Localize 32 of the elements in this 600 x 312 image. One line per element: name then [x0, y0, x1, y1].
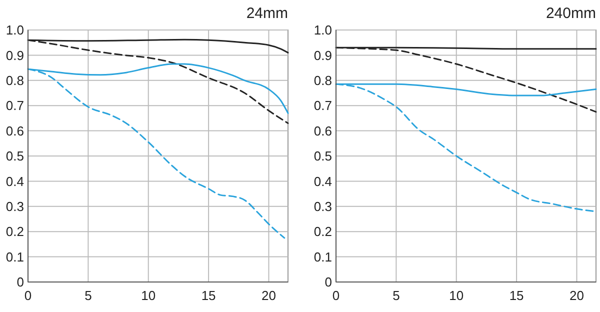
y-tick-label: 0.2	[314, 224, 332, 240]
y-tick-label: 0.1	[314, 249, 332, 264]
y-tick-label: 0.6	[6, 123, 24, 138]
y-tick-label: 0.1	[6, 249, 24, 264]
y-tick-label: 1.0	[6, 22, 24, 38]
x-tick-label: 5	[84, 288, 92, 303]
x-tick-label: 15	[201, 288, 216, 303]
y-tick-label: 0.7	[6, 98, 24, 114]
y-tick-label: 0.4	[314, 174, 332, 189]
y-tick-label: 1.0	[314, 22, 332, 38]
x-tick-label: 10	[449, 288, 464, 303]
y-tick-label: 0.7	[314, 98, 332, 114]
x-tick-label: 20	[262, 288, 276, 303]
y-tick-label: 0	[16, 274, 24, 290]
chart-title: 240mm	[546, 5, 596, 22]
x-tick-label: 5	[392, 288, 400, 303]
chart-title: 24mm	[246, 5, 288, 22]
y-tick-label: 0.3	[314, 198, 332, 214]
y-tick-label: 0.9	[314, 48, 332, 63]
y-tick-label: 0.3	[6, 198, 24, 214]
y-tick-label: 0	[324, 274, 332, 290]
y-tick-label: 0.6	[314, 123, 332, 138]
x-tick-label: 10	[141, 288, 156, 303]
y-tick-label: 0.5	[314, 148, 332, 164]
y-tick-label: 0.9	[6, 48, 24, 63]
y-tick-label: 0.5	[6, 148, 24, 164]
y-tick-label: 0.8	[314, 72, 332, 88]
x-tick-label: 20	[570, 288, 584, 303]
y-tick-label: 0.8	[6, 72, 24, 88]
x-tick-label: 15	[509, 288, 524, 303]
y-tick-label: 0.4	[6, 174, 24, 189]
y-tick-label: 0.2	[6, 224, 24, 240]
